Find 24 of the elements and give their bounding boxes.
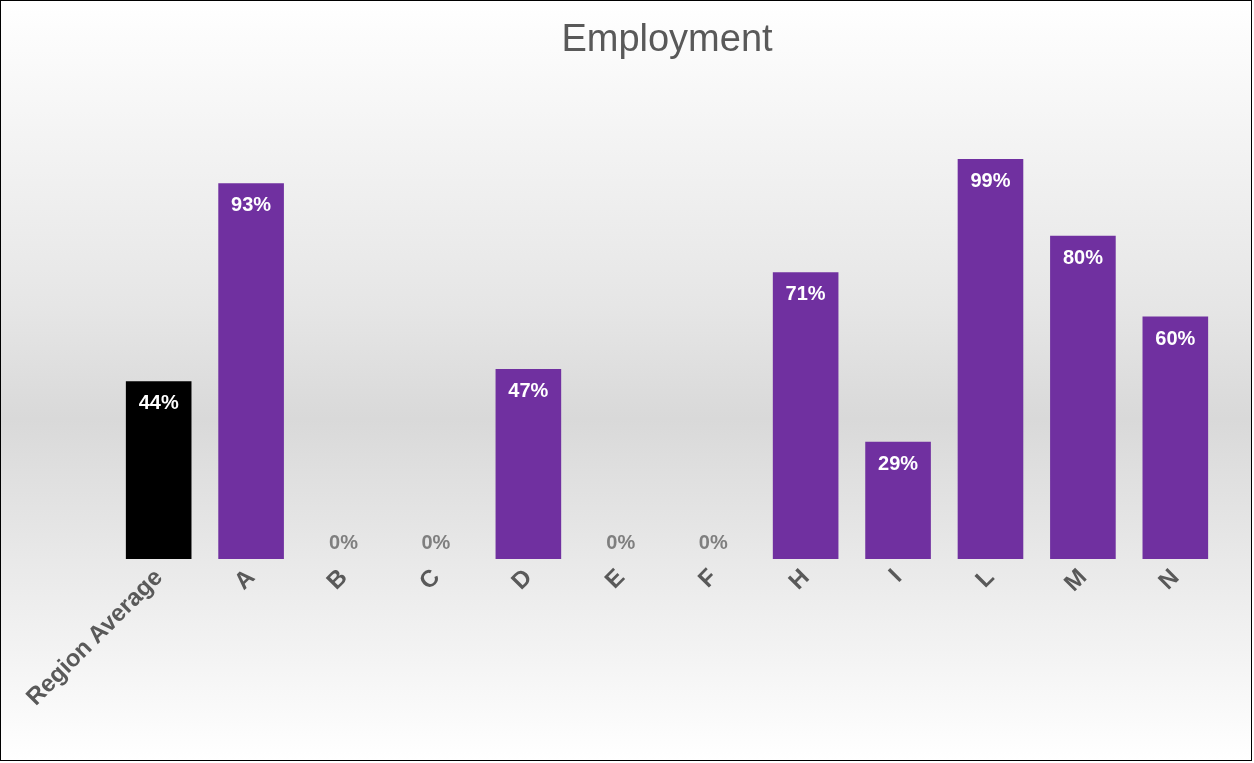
x-tick-label: L — [969, 562, 999, 593]
data-label: 0% — [698, 531, 728, 553]
x-tick-label: D — [505, 562, 537, 595]
x-tick-label: B — [320, 562, 352, 595]
data-label: 60% — [1155, 326, 1196, 349]
x-tick-label: N — [1152, 562, 1184, 595]
data-label: 0% — [329, 531, 359, 553]
data-label: 71% — [785, 282, 826, 305]
chart-title: Employment — [561, 17, 774, 59]
x-tick-label: A — [228, 562, 260, 595]
data-label: 29% — [878, 451, 919, 474]
x-tick-label: I — [882, 562, 907, 587]
x-tick-label: C — [413, 562, 445, 595]
data-label: 99% — [970, 169, 1011, 191]
data-label: 0% — [606, 531, 636, 553]
data-label: 0% — [421, 531, 451, 553]
x-tick-label: F — [692, 562, 722, 593]
x-tick-label: E — [598, 562, 630, 594]
data-label: 47% — [508, 379, 549, 402]
data-label: 93% — [231, 193, 272, 216]
data-label: 44% — [138, 391, 179, 414]
data-label: 80% — [1062, 245, 1104, 268]
x-tick-label: M — [1058, 562, 1092, 597]
x-tick-label: H — [782, 562, 815, 595]
